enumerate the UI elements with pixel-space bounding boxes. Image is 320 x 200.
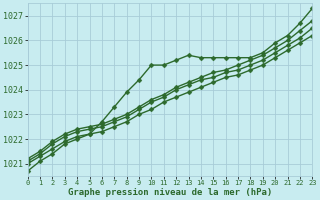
X-axis label: Graphe pression niveau de la mer (hPa): Graphe pression niveau de la mer (hPa) — [68, 188, 272, 197]
